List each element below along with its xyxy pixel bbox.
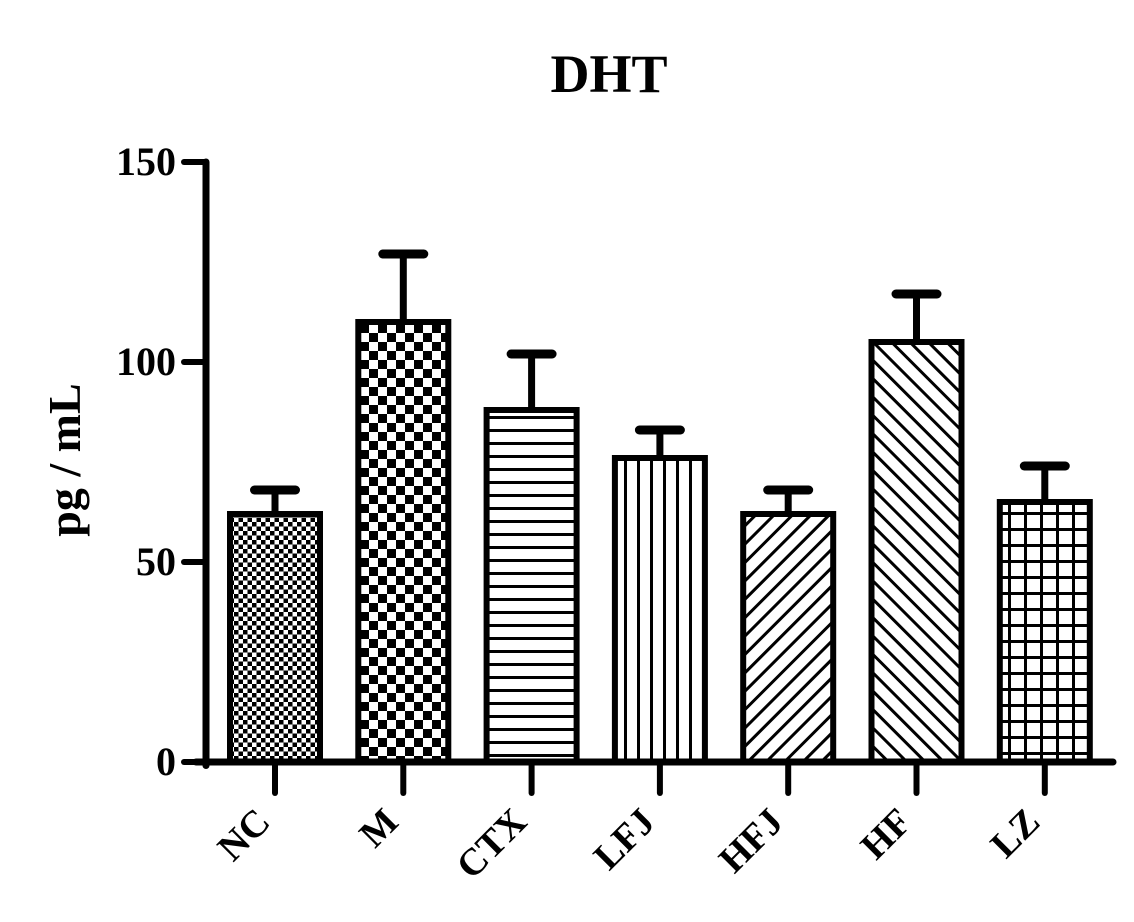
bar-HF — [868, 339, 965, 765]
x-tick-label-HFJ: HFJ — [711, 801, 791, 881]
x-tick-label-M: M — [352, 801, 407, 856]
error-bars-group — [250, 249, 1070, 524]
y-tick-label: 50 — [136, 539, 176, 584]
error-bar-cap — [378, 249, 429, 259]
bar-HFJ — [740, 511, 837, 765]
bars-group — [227, 319, 1093, 765]
error-bar-cap — [891, 289, 942, 299]
x-axis-labels-group: NC M CTX LFJ HFJ HF LZ — [210, 801, 1048, 887]
bar-NC — [227, 511, 323, 765]
y-axis-label: pg / mL — [39, 383, 90, 536]
x-tick-label-HF: HF — [853, 801, 920, 868]
x-tick-label-LZ: LZ — [983, 801, 1049, 867]
bar-M — [355, 319, 452, 765]
error-bar-cap — [1019, 461, 1070, 471]
x-tick-label-LFJ: LFJ — [586, 801, 663, 878]
y-tick-label: 150 — [116, 139, 176, 184]
y-tick-label: 100 — [116, 339, 176, 384]
y-tick-label: 0 — [156, 739, 176, 784]
error-bar-cap — [506, 349, 557, 359]
error-bar-cap — [763, 485, 814, 495]
x-axis-ticks-group — [272, 759, 1048, 796]
error-bar-cap — [250, 485, 300, 495]
x-tick-label-NC: NC — [210, 801, 279, 870]
axes-group — [192, 158, 1117, 769]
bar-CTX — [483, 407, 580, 765]
bar-LZ — [996, 499, 1093, 765]
y-axis-ticks-group: 0 50 100 150 — [116, 139, 209, 784]
x-tick-label-CTX: CTX — [449, 801, 535, 887]
bar-LFJ — [611, 455, 708, 765]
error-bar-cap — [634, 425, 685, 435]
chart-title: DHT — [550, 44, 667, 104]
